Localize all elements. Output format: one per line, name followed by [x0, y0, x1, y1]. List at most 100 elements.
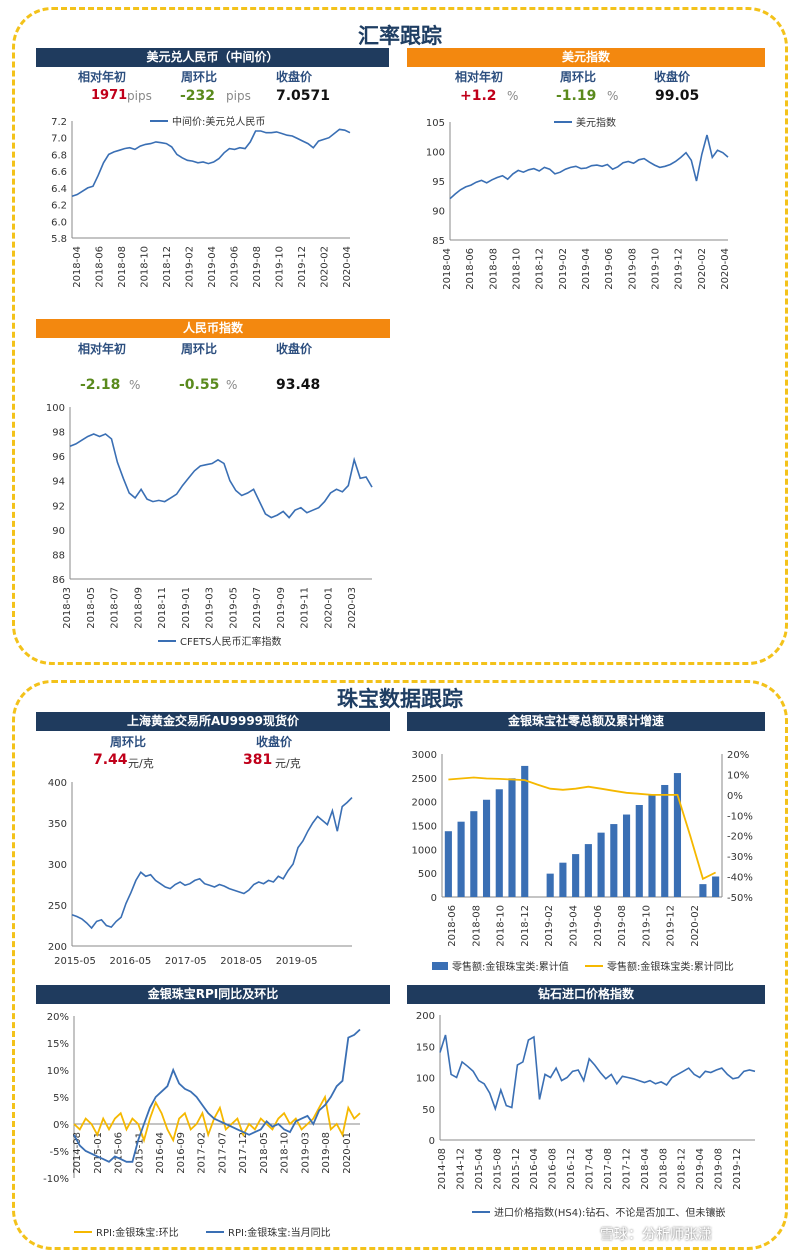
cfets-series-line	[69, 433, 373, 519]
retail-right-ytick-5: -30%	[727, 852, 753, 863]
usdcny-ytick-2: 6.8	[51, 150, 67, 161]
retail-left-ytick-1: 2500	[412, 774, 437, 785]
cfets-wow-value: -0.55	[179, 377, 220, 393]
usdcny-legend-label: 中间价:美元兑人民币	[172, 115, 265, 128]
diamond-xtick-13: 2018-12	[677, 1148, 688, 1190]
gold-ytick-2: 300	[48, 860, 67, 871]
cfets-ytick-3: 94	[52, 477, 65, 488]
diamond-ytick-1: 150	[416, 1042, 435, 1053]
cfets-ytd-value: -2.18	[80, 377, 121, 393]
dxy-ytick-3: 90	[432, 207, 445, 218]
retail-right-ytick-7: -50%	[727, 893, 753, 904]
diamond-xtick-11: 2018-04	[640, 1148, 651, 1190]
retail-legend-bar-swatch	[432, 962, 448, 970]
cfets-ytd-unit: %	[129, 378, 141, 392]
rpi-xtick-0: 2014-08	[72, 1132, 83, 1174]
retail-bar-10	[572, 854, 580, 897]
usdcny-wow-unit: pips	[226, 89, 251, 103]
diamond-ytick-3: 50	[422, 1105, 435, 1116]
cfets-label-close: 收盘价	[276, 342, 313, 356]
dxy-xtick-9: 2019-10	[651, 248, 662, 290]
gold-close-value: 381	[243, 752, 273, 768]
retail-bar-1	[457, 821, 465, 897]
rpi-ytick-4: 0%	[53, 1120, 69, 1131]
gold-close-unit: 元/克	[275, 757, 301, 770]
retail-xtick-5: 2019-04	[569, 905, 580, 947]
cfets-xtick-12: 2020-03	[347, 587, 358, 629]
rpi-xtick-11: 2019-03	[300, 1132, 311, 1174]
cfets-xtick-5: 2019-01	[181, 587, 192, 629]
fx-section-frame	[12, 7, 788, 665]
usdcny-xtick-11: 2020-02	[320, 246, 331, 288]
usdcny-ytick-6: 6.0	[51, 217, 67, 228]
gold-ytick-4: 200	[48, 942, 67, 953]
usdcny-xtick-8: 2019-08	[252, 246, 263, 288]
diamond-xtick-8: 2017-04	[585, 1148, 596, 1190]
retail-right-ytick-3: -10%	[727, 811, 753, 822]
usdcny-ytick-1: 7.0	[51, 134, 67, 145]
dxy-xtick-8: 2019-08	[627, 248, 638, 290]
retail-left-ytick-2: 2000	[412, 798, 437, 809]
usdcny-xtick-0: 2018-04	[72, 246, 83, 288]
retail-right-ytick-1: 10%	[727, 770, 749, 781]
gold-panel-header: 上海黄金交易所AU9999现货价	[36, 712, 390, 731]
cfets-xtick-3: 2018-09	[133, 587, 144, 629]
rpi-xtick-2: 2015-06	[114, 1132, 125, 1174]
retail-panel-header: 金银珠宝社零总额及累计增速	[407, 712, 765, 731]
diamond-xtick-15: 2019-08	[714, 1148, 725, 1190]
usdcny-panel-header: 美元兑人民币（中间价）	[36, 48, 389, 67]
dxy-panel-header: 美元指数	[407, 48, 765, 67]
retail-left-ytick-5: 500	[418, 869, 437, 880]
diamond-xtick-0: 2014-08	[437, 1148, 448, 1190]
retail-xtick-3: 2018-12	[520, 905, 531, 947]
diamond-xtick-3: 2015-08	[492, 1148, 503, 1190]
dxy-ytick-1: 100	[426, 148, 445, 159]
gold-wow-unit: 元/克	[128, 757, 154, 770]
usdcny-label-wow: 周环比	[181, 70, 218, 84]
retail-left-ytick-4: 1000	[412, 845, 437, 856]
rpi-panel-header: 金银珠宝RPI同比及环比	[36, 985, 390, 1004]
usdcny-series-line	[71, 128, 351, 197]
dxy-label-wow: 周环比	[560, 70, 597, 84]
diamond-xtick-10: 2017-12	[621, 1148, 632, 1190]
cfets-ytick-7: 86	[52, 575, 65, 586]
gold-xtick-4: 2019-05	[276, 956, 318, 967]
cfets-ytick-0: 100	[46, 403, 65, 414]
usdcny-xtick-9: 2019-10	[275, 246, 286, 288]
rpi-yoy-line	[73, 1028, 361, 1163]
dxy-label-ytd: 相对年初	[455, 70, 504, 84]
retail-xtick-6: 2019-06	[593, 905, 604, 947]
usdcny-ytd-unit: pips	[127, 89, 152, 103]
rpi-xtick-10: 2018-10	[280, 1132, 291, 1174]
diamond-ytick-2: 100	[416, 1074, 435, 1085]
retail-bar-11	[584, 844, 592, 897]
cfets-xtick-1: 2018-05	[86, 587, 97, 629]
diamond-xtick-12: 2018-08	[658, 1148, 669, 1190]
retail-left-ytick-0: 3000	[412, 750, 437, 761]
retail-xtick-2: 2018-10	[496, 905, 507, 947]
cfets-ytick-2: 96	[52, 452, 65, 463]
retail-legend-line-label: 零售额:金银珠宝类:累计同比	[607, 960, 734, 973]
retail-left-ytick-3: 1500	[412, 822, 437, 833]
gold-ytick-1: 350	[48, 819, 67, 830]
dxy-xtick-0: 2018-04	[442, 248, 453, 290]
diamond-xtick-5: 2016-04	[529, 1148, 540, 1190]
dxy-xtick-6: 2019-04	[581, 248, 592, 290]
gold-label-close: 收盘价	[256, 735, 293, 749]
retail-xtick-8: 2019-10	[641, 905, 652, 947]
rpi-ytick-0: 20%	[47, 1012, 69, 1023]
diamond-panel-header: 钻石进口价格指数	[407, 985, 765, 1004]
retail-bar-0	[444, 831, 452, 897]
dxy-ytick-0: 105	[426, 118, 445, 129]
usdcny-xtick-6: 2019-04	[207, 246, 218, 288]
cfets-xtick-0: 2018-03	[62, 587, 73, 629]
gold-xtick-3: 2018-05	[220, 956, 262, 967]
retail-bar-21	[712, 876, 720, 897]
retail-bar-12	[597, 832, 605, 897]
retail-bar-15	[635, 805, 643, 897]
gold-xtick-2: 2017-05	[165, 956, 207, 967]
gold-xtick-1: 2016-05	[110, 956, 152, 967]
dxy-xtick-7: 2019-06	[604, 248, 615, 290]
